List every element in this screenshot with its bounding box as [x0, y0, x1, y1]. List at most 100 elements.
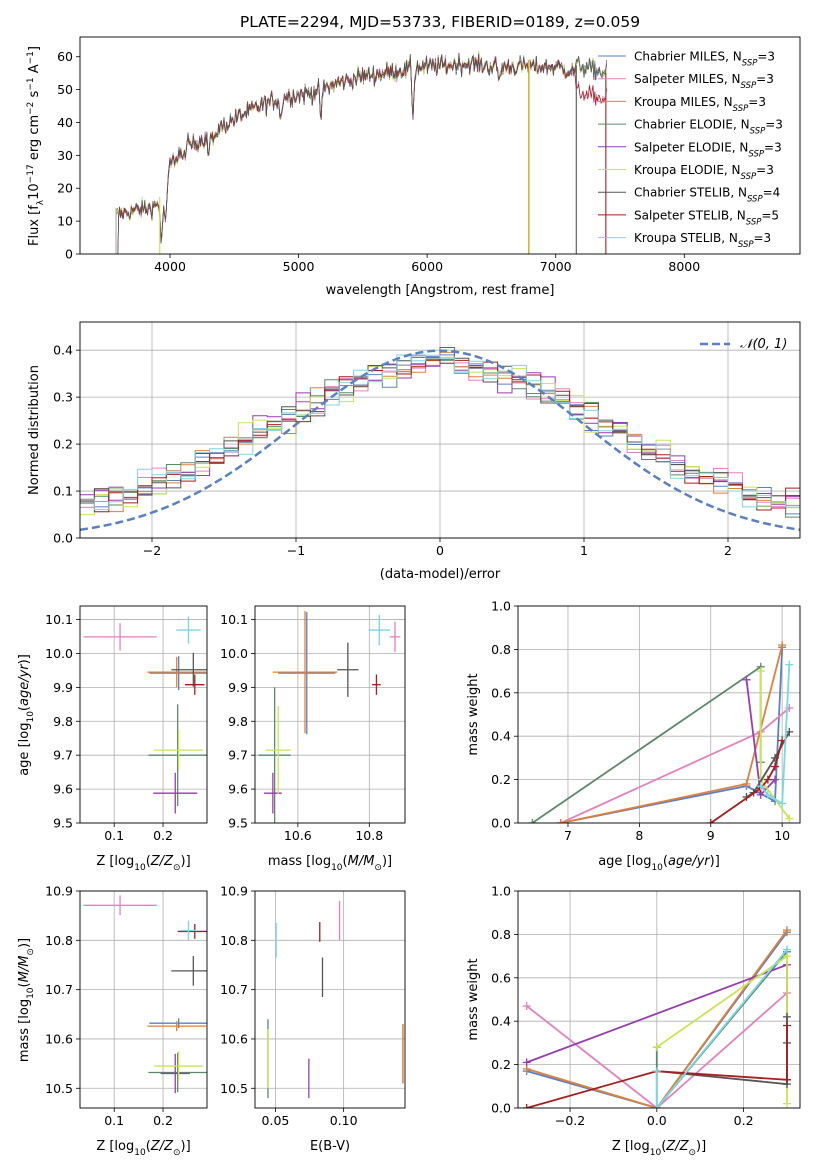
- data-point: [154, 1051, 204, 1081]
- x-tick-label: −1: [287, 543, 305, 558]
- y-axis-label: Normed distribution: [27, 365, 42, 495]
- y-axis-label: age [log10(age/yr)]: [17, 654, 36, 776]
- x-tick-label: 0.0: [647, 1113, 667, 1128]
- panel-residuals: −2 −1 0 1 2 0.0 0.1 0.2 0.3 0.4 𝒩(0, 1): [53, 321, 801, 558]
- x-tick-label: 7: [564, 828, 572, 843]
- data-point: [149, 656, 207, 691]
- weight-line: [760, 664, 791, 806]
- y-tick-label: 0: [65, 247, 73, 262]
- y-tick-label: 0.4: [491, 1014, 511, 1029]
- y-tick-label: 9.5: [53, 816, 73, 831]
- x-axis-label: wavelength [Angstrom, rest frame]: [326, 283, 555, 298]
- data-point: [148, 704, 207, 807]
- y-tick-label: 10.8: [220, 933, 248, 948]
- axes-frame: [79, 890, 208, 1109]
- plot-area: [267, 900, 404, 1099]
- data-point: [272, 611, 338, 734]
- panel-mass-vs-ebv: 0.05 0.10 10.5 10.6 10.7 10.8 10.9: [220, 884, 406, 1128]
- weight-marker: [778, 799, 787, 808]
- plot-area: [83, 895, 207, 1094]
- legend-label: 𝒩(0, 1): [740, 337, 787, 352]
- y-tick-label: 0.6: [491, 970, 511, 985]
- weight-marker: [782, 1012, 791, 1021]
- data-point: [147, 1021, 207, 1032]
- weight-line: [526, 929, 788, 1108]
- data-point: [83, 623, 157, 651]
- legend-label: Chabrier ELODIE, NSSP=3: [634, 118, 783, 137]
- x-tick-label: 10: [774, 828, 790, 843]
- y-tick-label: 0.2: [491, 1057, 511, 1072]
- x-tick-label: 10.8: [355, 828, 383, 843]
- y-tick-label: 10.9: [220, 884, 248, 899]
- y-tick-label: 9.8: [53, 714, 73, 729]
- axes-frame: [79, 605, 208, 824]
- weight-marker: [522, 1002, 531, 1011]
- x-tick-label: −0.2: [555, 1113, 585, 1128]
- weight-marker: [785, 660, 794, 669]
- panel-spectrum: 4000 5000 6000 7000 8000 0 10 20 30 40 50 60: [57, 36, 801, 274]
- x-axis-label: E(B-V): [310, 1139, 350, 1154]
- weight-marker: [522, 1104, 531, 1108]
- legend-label: Salpeter ELODIE, NSSP=3: [634, 140, 782, 159]
- axes-frame: [254, 890, 406, 1109]
- y-tick-label: 10.1: [45, 612, 73, 627]
- weight-marker: [556, 819, 565, 823]
- data-point: [154, 729, 204, 771]
- data-point: [176, 616, 201, 644]
- y-tick-label: 0.8: [491, 642, 511, 657]
- x-tick-label: 9: [707, 828, 715, 843]
- axes-frame: [517, 605, 801, 824]
- x-axis-label: Z [log10(Z/Z⊙)]: [96, 854, 190, 873]
- weight-line: [531, 665, 762, 823]
- weight-marker: [742, 779, 751, 788]
- data-point: [147, 656, 207, 688]
- y-tick-label: 50: [57, 82, 73, 97]
- weight-marker: [771, 775, 780, 784]
- weight-marker: [778, 641, 787, 650]
- y-tick-label: 10.8: [45, 933, 73, 948]
- y-tick-label: 0.4: [53, 343, 73, 358]
- y-tick-label: 9.5: [228, 816, 248, 831]
- spectrum-line: [116, 53, 607, 254]
- data-point: [177, 924, 207, 939]
- y-tick-label: 0.6: [491, 685, 511, 700]
- panel-age-vs-Z: 0.1 0.2 9.5 9.6 9.7 9.8 9.9 10.0 10.1: [45, 605, 208, 843]
- y-tick-label: 0.3: [53, 390, 73, 405]
- weight-marker: [782, 945, 791, 954]
- x-tick-label: 0.05: [262, 1113, 290, 1128]
- y-tick-label: 9.7: [53, 748, 73, 763]
- x-tick-label: 1: [580, 543, 588, 558]
- plot-area: [528, 641, 794, 823]
- weight-marker: [782, 926, 791, 935]
- x-axis-label: Z [log10(Z/Z⊙)]: [96, 1139, 190, 1158]
- y-tick-label: 9.6: [228, 782, 248, 797]
- plot-area: [522, 926, 791, 1108]
- weight-line: [526, 1025, 788, 1108]
- weight-marker: [652, 1067, 661, 1076]
- x-tick-label: 0.1: [104, 828, 124, 843]
- data-point: [171, 652, 207, 687]
- axes-frame: [517, 890, 801, 1109]
- axes-frame: [254, 605, 406, 824]
- x-axis-label: Z [log10(Z/Z⊙)]: [612, 1139, 706, 1158]
- plot-area: [83, 616, 207, 814]
- y-tick-label: 30: [57, 148, 73, 163]
- x-tick-label: 6000: [411, 259, 443, 274]
- y-axis-label: Flux [fλ10−17 erg cm−2 s−1 A−1]: [26, 46, 46, 246]
- y-tick-label: 10.7: [220, 982, 248, 997]
- y-tick-label: 10.0: [220, 646, 248, 661]
- data-point: [171, 956, 207, 986]
- weight-marker: [652, 1043, 661, 1052]
- weight-marker: [782, 1075, 791, 1084]
- legend-label: Salpeter STELIB, NSSP=5: [634, 208, 779, 227]
- data-point: [185, 674, 205, 695]
- panel-weight-vs-age: 7 8 9 10 0.0 0.2 0.4 0.6 0.8 1.0: [491, 599, 801, 843]
- panel-mass-vs-Z: 0.1 0.2 10.5 10.6 10.7 10.8 10.9: [45, 884, 208, 1128]
- panel-age-vs-mass: 10.6 10.8 9.5 9.6 9.7 9.8 9.9 10.0 10.1: [220, 605, 406, 843]
- y-tick-label: 10.6: [45, 1031, 73, 1046]
- weight-marker: [522, 1058, 531, 1067]
- y-tick-label: 0.0: [53, 531, 73, 546]
- y-tick-label: 10.1: [220, 612, 248, 627]
- x-tick-label: 0.2: [153, 828, 173, 843]
- legend: Chabrier MILES, NSSP=3 Salpeter MILES, NS…: [598, 50, 783, 250]
